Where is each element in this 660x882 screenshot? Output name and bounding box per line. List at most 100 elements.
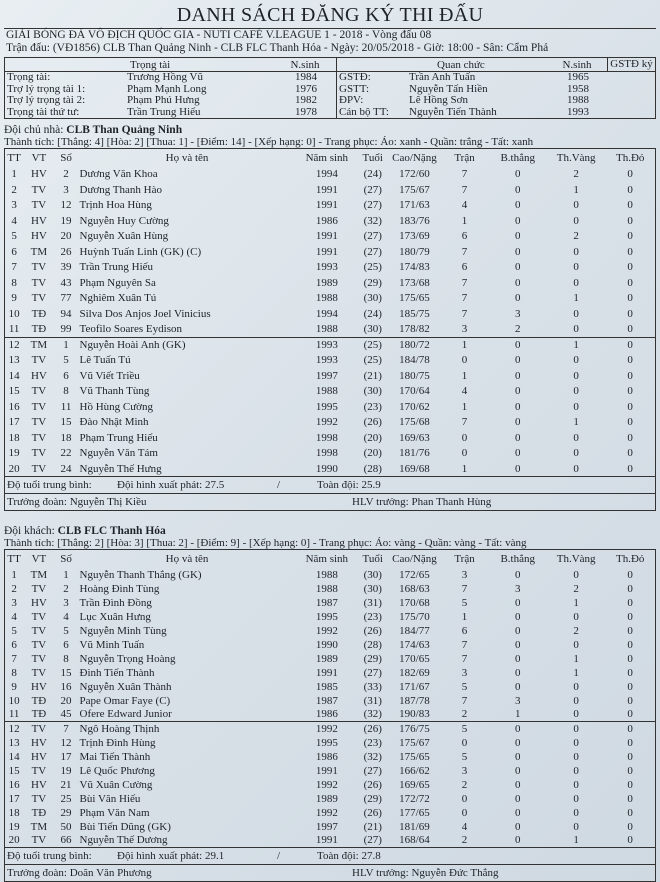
cell-goals: 0	[514, 292, 521, 305]
cell-tt: 10	[8, 307, 20, 320]
cell-height-weight: 185/75	[399, 307, 430, 320]
cell-yellow: 0	[573, 736, 579, 749]
cell-height-weight: 170/65	[399, 652, 430, 665]
team-label: Đội chủ nhà:	[4, 124, 64, 136]
column-header: Năm sinh	[305, 151, 349, 164]
cell-name: Teofilo Soares Eydison	[79, 323, 183, 335]
starting-player-row: 4 TV 4 Lục Xuân Hưng 1995 (23) 175/70 1 0 0 0	[5, 610, 656, 624]
cell-goals: 0	[514, 750, 521, 763]
cell-so: 1	[54, 336, 78, 353]
cell-so: 39	[60, 261, 72, 274]
cell-matches: 1	[461, 400, 468, 413]
cell-birth: 1993	[315, 354, 338, 367]
starting-player-row: 2 TV 2 Hoàng Đình Tùng 1988 (30) 168/63 7 3 2 0	[5, 582, 656, 596]
cell-matches: 7	[461, 276, 468, 289]
cell-vt: HV	[30, 369, 47, 382]
column-header: VT	[31, 151, 47, 164]
cell-vt: TV	[31, 792, 47, 805]
referees-year: 1978	[295, 105, 317, 118]
cell-tt: 20	[8, 462, 20, 475]
cell-goals: 0	[514, 638, 521, 651]
cell-yellow: 0	[573, 245, 579, 258]
cell-matches: 0	[461, 806, 468, 819]
cell-height-weight: 187/78	[399, 694, 430, 707]
cell-name: Vũ Minh Tuấn	[79, 638, 145, 651]
cell-birth: 1993	[315, 261, 338, 274]
cell-name: Nguyễn Huy Cường	[79, 214, 169, 227]
cell-tt: 7	[11, 652, 17, 665]
cell-age: (23)	[363, 610, 382, 623]
cell-birth: 1985	[315, 680, 338, 693]
cell-yellow: 0	[573, 199, 579, 212]
column-header: Số	[60, 552, 72, 565]
cell-so: 50	[60, 820, 72, 833]
starting-player-row: 9 TV 77 Nghiêm Xuân Tú 1988 (30) 175/65 7 0 1 0	[5, 291, 656, 307]
cell-red: 0	[627, 385, 633, 398]
cell-goals: 3	[514, 307, 521, 320]
cell-so: 1	[63, 568, 69, 581]
cell-vt: TV	[31, 624, 47, 637]
column-header: B.thắng	[500, 552, 535, 565]
officials-role: Cán bộ TT:	[339, 105, 389, 118]
cell-tt: 5	[11, 230, 17, 243]
cell-birth: 1997	[315, 369, 338, 382]
cell-vt: TM	[30, 820, 48, 833]
referees-name: Trương Hồng Vũ	[127, 71, 203, 83]
cell-yellow: 0	[573, 400, 579, 413]
cell-vt: HV	[30, 214, 47, 227]
cell-birth: 1993	[296, 336, 358, 353]
cell-so: 12	[60, 199, 72, 212]
cell-matches: 5	[440, 721, 489, 736]
cell-vt: TM	[23, 336, 55, 353]
cell-height-weight: 175/70	[399, 610, 430, 623]
cell-yellow: 2	[573, 168, 579, 181]
cell-matches: 1	[461, 610, 468, 623]
cell-vt: TĐ	[31, 307, 47, 320]
cell-yellow: 0	[573, 385, 579, 398]
cell-matches: 7	[461, 638, 468, 651]
cell-height-weight: 182/69	[399, 666, 430, 679]
cell-so: 2	[63, 582, 69, 595]
cell-so: 77	[60, 292, 72, 305]
cell-goals: 0	[514, 820, 521, 833]
cell-birth: 1992	[315, 778, 338, 791]
cell-height-weight: 169/63	[399, 431, 430, 444]
cell-so: 12	[60, 736, 72, 749]
cell-matches: 7	[461, 307, 468, 320]
cell-yellow: 0	[573, 323, 579, 335]
cell-name: Dương Thanh Hào	[79, 183, 162, 196]
cell-red: 0	[627, 416, 633, 429]
cell-so: 8	[63, 385, 69, 398]
starting-player-row: 5 HV 20 Nguyễn Xuân Hùng 1991 (27) 173/69 6 0 2 0	[5, 229, 656, 245]
cell-name: Trần Trung Hiếu	[79, 261, 154, 274]
substitute-row: 14 HV 6 Vũ Viết Triều 1997 (21) 180/75 1 0 0 0	[5, 368, 656, 384]
cell-matches: 7	[461, 582, 468, 595]
cell-goals: 0	[514, 736, 521, 749]
cell-name: Đinh Tiến Thành	[79, 666, 155, 679]
team-record: Thành tích: [Thắng: 4] [Hòa: 2] [Thua: 1…	[4, 136, 534, 148]
column-header: Th.Vàng	[556, 151, 596, 164]
cell-name: Phạm Nguyên Sa	[79, 276, 156, 289]
cell-vt: TĐ	[31, 694, 47, 707]
cell-goals: 0	[514, 764, 521, 777]
cell-so: 19	[60, 764, 72, 777]
cell-red: 0	[627, 666, 633, 679]
substitute-row: 13 HV 12 Trịnh Đình Hùng 1995 (23) 175/67 0 0 0 0	[5, 736, 656, 750]
cell-height-weight: 176/75	[388, 721, 441, 736]
cell-name: Vũ Thanh Tùng	[79, 385, 150, 398]
cell-red: 0	[627, 447, 633, 460]
cell-so: 19	[60, 214, 72, 227]
cell-yellow: 0	[573, 778, 579, 791]
substitute-row: 14 HV 17 Mai Tiến Thành 1986 (32) 175/65 5 0 0 0	[5, 750, 656, 764]
substitute-row: 13 TV 5 Lê Tuấn Tú 1993 (25) 184/78 0 0 0 0	[5, 353, 656, 369]
cell-red: 0	[627, 307, 633, 320]
officials-header: Quan chức	[437, 58, 485, 71]
starting-player-row: 2 TV 3 Dương Thanh Hào 1991 (27) 175/67 7 0 1 0	[5, 182, 656, 198]
cell-matches: 5	[461, 680, 468, 693]
cell-matches: 7	[461, 183, 468, 196]
cell-birth: 1991	[315, 666, 338, 679]
cell-name: Nguyễn Xuân Thành	[79, 680, 172, 693]
cell-red: 0	[627, 652, 633, 665]
cell-name: Vũ Xuân Cường	[79, 778, 153, 791]
cell-so: 3	[63, 183, 69, 196]
